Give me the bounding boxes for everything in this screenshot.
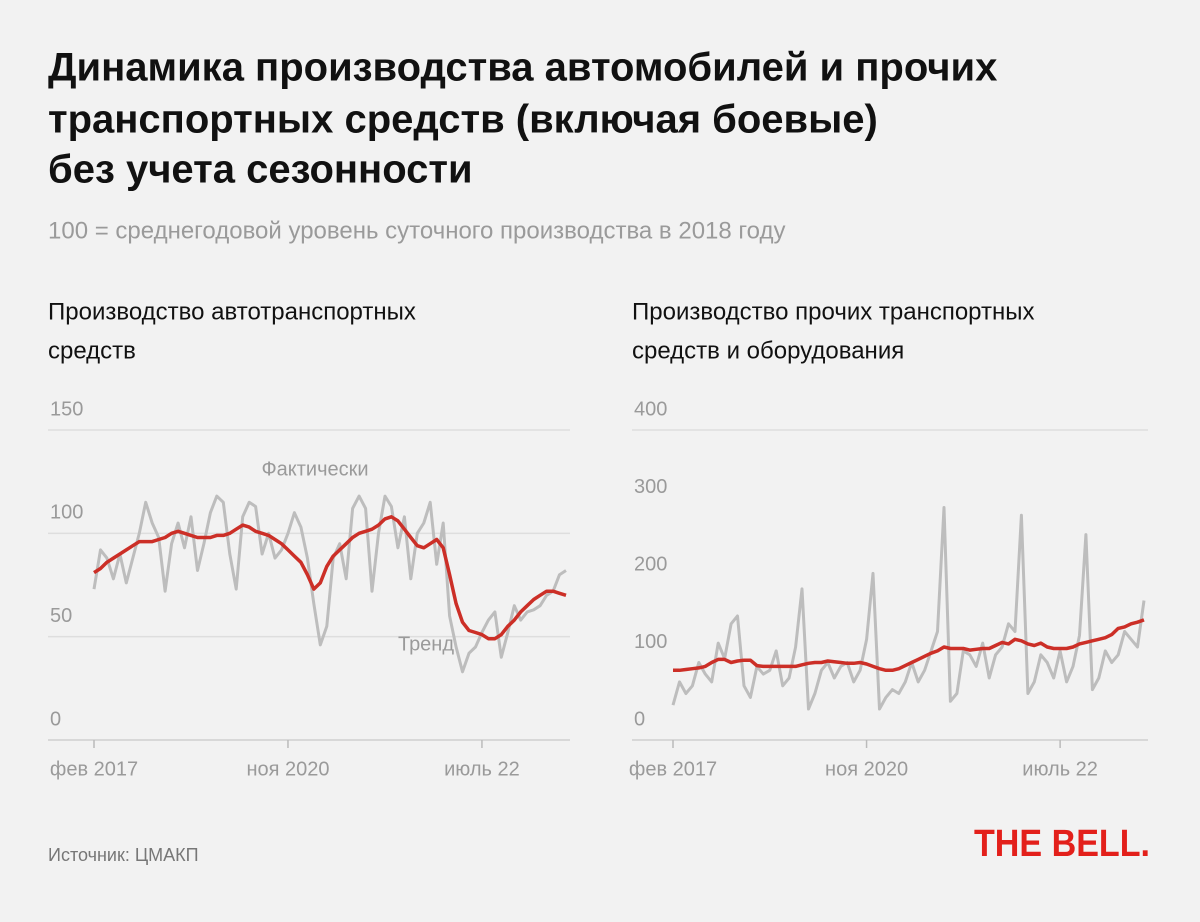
title-line: без учета сезонности: [48, 148, 473, 192]
y-tick-label: 100: [50, 502, 83, 524]
chart-title: Производство автотранспортных: [48, 298, 416, 325]
x-tick-label: фев 2017: [629, 758, 717, 780]
series-label: Фактически: [261, 458, 368, 480]
series-line: [92, 494, 567, 674]
y-tick-label: 100: [634, 631, 667, 653]
x-tick-label: июль 22: [1022, 758, 1098, 780]
y-tick-label: 200: [634, 553, 667, 575]
x-tick-label: ноя 2020: [246, 758, 329, 780]
y-tick-label: 50: [50, 605, 72, 627]
x-tick-label: июль 22: [444, 758, 520, 780]
chart-title: Производство прочих транспортных: [632, 298, 1035, 325]
y-tick-label: 400: [634, 398, 667, 420]
subtitle: 100 = среднегодовой уровень суточного пр…: [48, 217, 785, 244]
chart-title: средств и оборудования: [632, 337, 904, 364]
series-line: [673, 618, 1145, 673]
chart-title: средств: [48, 337, 136, 364]
x-tick-label: ноя 2020: [825, 758, 908, 780]
x-tick-label: фев 2017: [50, 758, 138, 780]
y-tick-label: 0: [50, 708, 61, 730]
y-tick-label: 300: [634, 476, 667, 498]
source: Источник: ЦМАКП: [48, 845, 199, 865]
series-label: Тренд: [398, 633, 454, 655]
title-line: транспортных средств (включая боевые): [48, 98, 878, 142]
title-line: Динамика производства автомобилей и проч…: [48, 46, 997, 90]
logo: THE BELL.: [974, 823, 1150, 865]
series-line: [93, 515, 567, 641]
y-tick-label: 0: [634, 708, 645, 730]
y-tick-label: 150: [50, 398, 83, 420]
series-line: [671, 506, 1146, 711]
